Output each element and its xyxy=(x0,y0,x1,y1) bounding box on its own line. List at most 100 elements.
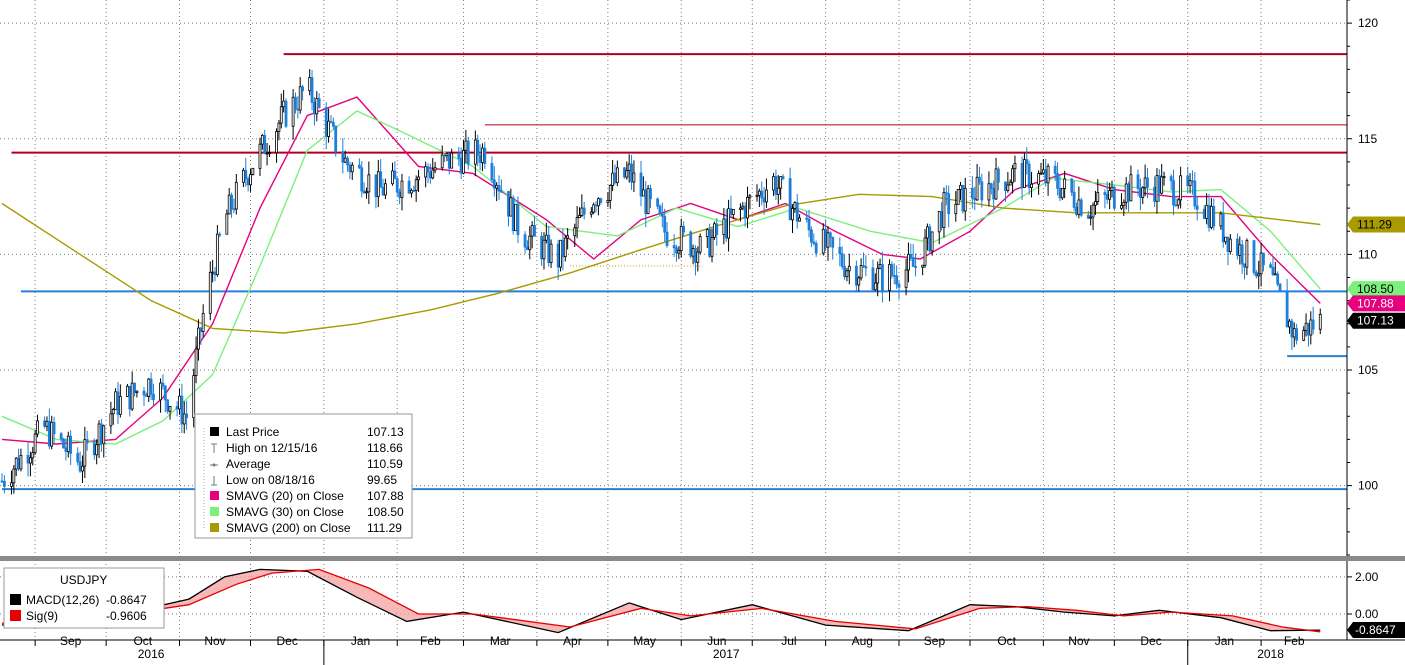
x-month-label: Jan xyxy=(1215,634,1234,648)
candle-body xyxy=(793,202,797,209)
candle-body xyxy=(199,327,203,332)
candle-body xyxy=(495,185,499,189)
candle-body xyxy=(1257,273,1261,277)
candle-body xyxy=(862,265,865,268)
candle-body xyxy=(1120,204,1123,209)
candle-body xyxy=(1221,213,1225,243)
price-badge-label: 107.13 xyxy=(1357,314,1394,328)
candle-body xyxy=(490,163,494,181)
candle-body xyxy=(597,198,600,207)
candle-body xyxy=(729,208,733,215)
candle-body xyxy=(845,270,849,278)
candle-body xyxy=(509,197,513,217)
x-year-label: 2016 xyxy=(138,647,165,661)
candle-body xyxy=(890,264,894,276)
candle-body xyxy=(594,204,598,207)
candle-body xyxy=(731,209,735,215)
candle-body xyxy=(424,166,428,178)
candle-body xyxy=(19,455,23,470)
candle-body xyxy=(341,151,345,163)
candle-body xyxy=(114,391,118,410)
candle-body xyxy=(677,250,681,254)
candle-body xyxy=(407,180,411,194)
candle-body xyxy=(50,421,54,447)
candle-body xyxy=(263,134,267,155)
candle-body xyxy=(118,396,122,415)
candle-body xyxy=(260,134,264,145)
candle-body xyxy=(1136,174,1140,189)
candle-body xyxy=(599,198,603,203)
candle-body xyxy=(533,224,536,237)
candle-body xyxy=(1013,163,1017,170)
candle-body xyxy=(163,385,167,401)
candle-body xyxy=(843,266,846,278)
candle-body xyxy=(59,433,63,440)
candle-body xyxy=(201,312,205,332)
candle-body xyxy=(1162,176,1166,179)
x-month-label: Feb xyxy=(1284,634,1305,648)
candle-body xyxy=(578,215,581,218)
macd-legend-swatch xyxy=(10,594,21,605)
candle-body xyxy=(1058,188,1062,199)
candle-body xyxy=(814,243,818,254)
candle-body xyxy=(978,176,981,183)
candle-body xyxy=(374,174,378,198)
candle-body xyxy=(483,147,487,164)
candle-body xyxy=(376,171,380,198)
candle-body xyxy=(831,236,835,248)
candle-body xyxy=(215,233,219,276)
candle-body xyxy=(1245,240,1249,268)
candle-body xyxy=(805,217,809,220)
candle-body xyxy=(765,189,768,203)
candle-body xyxy=(331,121,335,127)
price-badge-label: 108.50 xyxy=(1357,282,1394,296)
candle-body xyxy=(1103,192,1107,196)
candle-body xyxy=(1037,173,1041,185)
candle-body xyxy=(895,275,899,285)
candle-body xyxy=(464,140,468,151)
candle-body xyxy=(959,184,962,190)
candle-body xyxy=(911,257,915,267)
candle-body xyxy=(630,163,633,183)
candle-body xyxy=(166,399,170,412)
candle-body xyxy=(828,232,832,238)
candle-body xyxy=(1110,186,1114,191)
candle-body xyxy=(227,194,231,215)
legend-row: High on 12/15/16 118.66 xyxy=(211,441,403,455)
candle-body xyxy=(64,447,68,452)
candle-body xyxy=(445,153,449,157)
candle-body xyxy=(116,391,120,415)
candle-body xyxy=(1004,181,1007,191)
candle-body xyxy=(1278,283,1282,292)
candle-body xyxy=(152,393,155,401)
candle-body xyxy=(308,77,312,92)
price-badge: 108.50 xyxy=(1347,281,1405,298)
candle-body xyxy=(431,169,435,179)
candle-body xyxy=(712,223,716,238)
candle-body xyxy=(412,190,416,192)
candle-body xyxy=(694,248,697,263)
candle-body xyxy=(81,465,84,472)
candle-body xyxy=(443,154,446,157)
candle-body xyxy=(83,439,87,467)
candle-body xyxy=(611,172,615,186)
candle-body xyxy=(26,455,30,464)
macd-legend-rows: MACD(12,26) -0.8647 Sig(9) -0.9606 xyxy=(10,593,147,623)
x-month-label: Aug xyxy=(852,634,873,648)
candle-body xyxy=(925,226,929,239)
candle-body xyxy=(1174,204,1178,207)
candle-body xyxy=(317,98,321,108)
legend-swatch xyxy=(210,491,219,500)
candle-body xyxy=(774,176,778,195)
candle-body xyxy=(275,131,278,154)
candle-body xyxy=(559,239,562,268)
candle-body xyxy=(218,233,222,236)
legend-value: 118.66 xyxy=(367,441,403,455)
candle-body xyxy=(1008,181,1012,186)
candle-body xyxy=(428,171,432,179)
candle-body xyxy=(691,248,695,257)
candle-body xyxy=(410,190,413,194)
candle-body xyxy=(1172,180,1175,206)
candle-body xyxy=(1292,328,1296,338)
macd-legend-swatch xyxy=(10,610,21,621)
